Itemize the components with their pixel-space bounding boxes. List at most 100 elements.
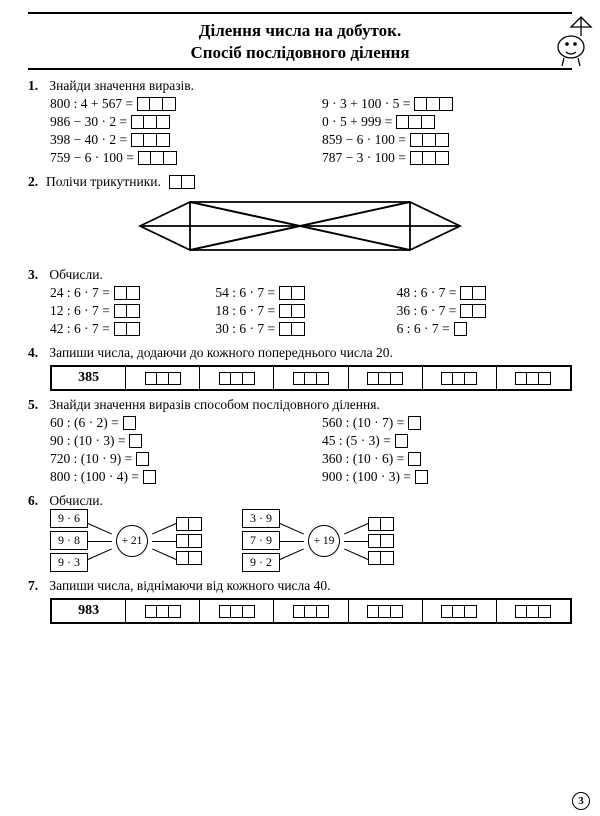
task-5: 5. Знайди значення виразів способом посл…	[28, 397, 572, 413]
answer-box[interactable]	[114, 286, 140, 300]
seq-cell[interactable]	[497, 600, 570, 622]
answer-box[interactable]	[137, 97, 176, 111]
answer-box[interactable]	[414, 97, 453, 111]
answer-box[interactable]	[408, 416, 421, 430]
task-text: Знайди значення виразів способом послідо…	[49, 397, 379, 412]
seq-cell[interactable]	[126, 367, 200, 389]
answer-box[interactable]	[114, 304, 140, 318]
answer-box[interactable]	[176, 551, 202, 565]
task-num: 4.	[28, 345, 46, 361]
title-line-1: Ділення числа на добуток.	[199, 21, 401, 40]
answer-box[interactable]	[410, 151, 449, 165]
answer-box[interactable]	[143, 470, 156, 484]
seq-cell[interactable]	[200, 367, 274, 389]
expr: 54 : 6 · 7 =	[215, 285, 275, 301]
seq-start: 385	[52, 367, 126, 389]
task-7: 7. Запиши числа, віднімаючи від кожного …	[28, 578, 572, 594]
answer-box[interactable]	[114, 322, 140, 336]
task-6: 6. Обчисли.	[28, 493, 572, 509]
page-number: 3	[572, 792, 590, 810]
task-text: Запиши числа, додаючи до кожного поперед…	[49, 345, 393, 360]
expr: 6 : 6 · 7 =	[397, 321, 450, 337]
answer-box[interactable]	[460, 304, 486, 318]
expr: 800 : (100 · 4) =	[50, 469, 139, 485]
spider-diagrams: 9 · 6 9 · 8 9 · 3 + 21 3 · 9 7 · 9 9 · 2…	[50, 509, 572, 572]
task-text: Обчисли.	[49, 493, 102, 508]
answer-box[interactable]	[123, 416, 136, 430]
task-text: Полічи трикутники.	[46, 174, 161, 190]
answer-box[interactable]	[368, 517, 394, 531]
answer-box[interactable]	[136, 452, 149, 466]
spider-input: 9 · 8	[50, 531, 88, 550]
answer-box[interactable]	[396, 115, 435, 129]
seq-cell[interactable]	[274, 367, 348, 389]
seq-cell[interactable]	[126, 600, 200, 622]
answer-box[interactable]	[279, 286, 305, 300]
seq-cell[interactable]	[349, 600, 423, 622]
expr: 42 : 6 · 7 =	[50, 321, 110, 337]
expr: 24 : 6 · 7 =	[50, 285, 110, 301]
answer-box[interactable]	[131, 133, 170, 147]
answer-box[interactable]	[368, 534, 394, 548]
answer-box[interactable]	[415, 470, 428, 484]
mascot-icon	[546, 12, 596, 68]
task-num: 7.	[28, 578, 46, 594]
answer-box[interactable]	[368, 551, 394, 565]
expr: 36 : 6 · 7 =	[397, 303, 457, 319]
expr: 0 · 5 + 999 =	[322, 114, 392, 130]
answer-box[interactable]	[129, 434, 142, 448]
sequence-row: 983	[50, 598, 572, 624]
seq-cell[interactable]	[274, 600, 348, 622]
spider-op: + 21	[116, 525, 148, 557]
expr: 720 : (10 · 9) =	[50, 451, 132, 467]
expr: 30 : 6 · 7 =	[215, 321, 275, 337]
answer-box[interactable]	[395, 434, 408, 448]
seq-cell[interactable]	[349, 367, 423, 389]
spider-input: 9 · 6	[50, 509, 88, 528]
expr: 9 · 3 + 100 · 5 =	[322, 96, 410, 112]
expr: 90 : (10 · 3) =	[50, 433, 125, 449]
task-num: 2.	[28, 174, 46, 190]
answer-box[interactable]	[279, 304, 305, 318]
task-3-cols: 24 : 6 · 7 = 12 : 6 · 7 = 42 : 6 · 7 = 5…	[28, 283, 572, 339]
seq-cell[interactable]	[200, 600, 274, 622]
task-5-cols: 60 : (6 · 2) = 90 : (10 · 3) = 720 : (10…	[28, 413, 572, 487]
rule-bottom	[28, 68, 572, 70]
spider-input: 7 · 9	[242, 531, 280, 550]
expr: 48 : 6 · 7 =	[397, 285, 457, 301]
answer-box[interactable]	[138, 151, 177, 165]
rule-top	[28, 12, 572, 14]
expr: 45 : (5 · 3) =	[322, 433, 391, 449]
task-text: Обчисли.	[49, 267, 102, 282]
task-num: 5.	[28, 397, 46, 413]
answer-box[interactable]	[460, 286, 486, 300]
task-num: 1.	[28, 78, 46, 94]
task-num: 3.	[28, 267, 46, 283]
triangle-figure	[28, 196, 572, 261]
answer-box[interactable]	[131, 115, 170, 129]
expr: 787 − 3 · 100 =	[322, 150, 406, 166]
seq-cell[interactable]	[423, 367, 497, 389]
task-3: 3. Обчисли.	[28, 267, 572, 283]
seq-cell[interactable]	[423, 600, 497, 622]
expr: 986 − 30 · 2 =	[50, 114, 127, 130]
spider-op: + 19	[308, 525, 340, 557]
task-1: 1. Знайди значення виразів.	[28, 78, 572, 94]
spider-input: 9 · 2	[242, 553, 280, 572]
task-num: 6.	[28, 493, 46, 509]
expr: 759 − 6 · 100 =	[50, 150, 134, 166]
answer-box[interactable]	[279, 322, 305, 336]
expr: 12 : 6 · 7 =	[50, 303, 110, 319]
answer-box[interactable]	[169, 175, 195, 189]
expr: 900 : (100 · 3) =	[322, 469, 411, 485]
task-1-cols: 800 : 4 + 567 = 986 − 30 · 2 = 398 − 40 …	[28, 94, 572, 168]
task-4: 4. Запиши числа, додаючи до кожного попе…	[28, 345, 572, 361]
answer-box[interactable]	[176, 517, 202, 531]
answer-box[interactable]	[454, 322, 467, 336]
seq-cell[interactable]	[497, 367, 570, 389]
answer-box[interactable]	[410, 133, 449, 147]
answer-box[interactable]	[176, 534, 202, 548]
expr: 398 − 40 · 2 =	[50, 132, 127, 148]
expr: 560 : (10 · 7) =	[322, 415, 404, 431]
answer-box[interactable]	[408, 452, 421, 466]
